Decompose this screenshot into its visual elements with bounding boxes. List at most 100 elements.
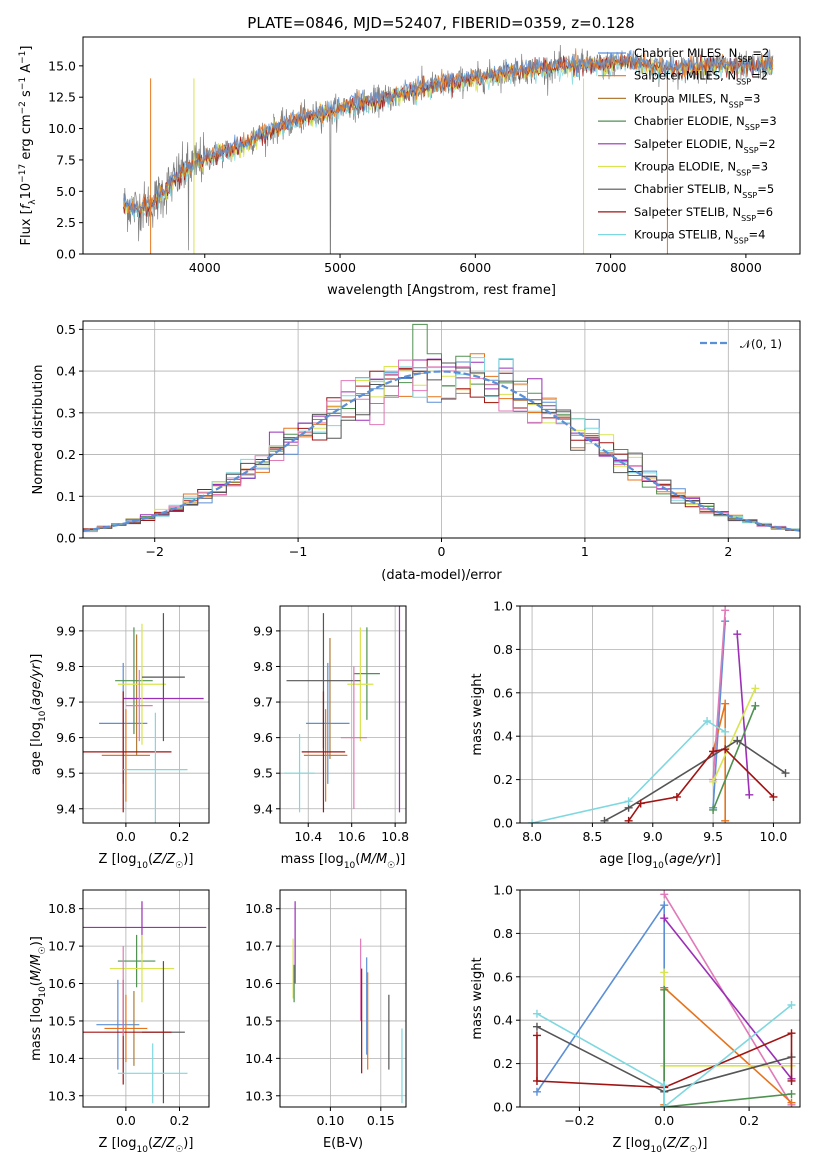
plus-marker [532,1031,541,1040]
error-bar-point [117,934,156,988]
y-tick-label: 10.4 [245,1051,273,1066]
plus-marker [703,717,712,726]
gaussian-curve [83,370,800,532]
label-part: age/yr [29,662,44,705]
y-axis-label: mass [log10(M/M☉)] [29,936,48,1061]
label-part: ( [148,1136,153,1151]
legend-entry: Salpeter STELIB, NSSP=6 [598,205,773,222]
plus-marker [660,890,669,899]
y-tick-label: 9.5 [253,766,273,781]
label-part: s [19,90,34,101]
plus-marker [781,769,790,778]
x-tick-label: 0.2 [739,1113,759,1128]
legend-n: =2 [752,46,769,60]
plus-marker [751,684,760,693]
residual-legend: 𝒩(0, 1) [700,337,782,351]
label-part: )] [29,936,44,946]
axes-mass-weight-vs-z: −0.2 0.0 0.2 0.0 0.2 0.4 0.6 0.8 1.0 Z [log10(Z/Z… [470,883,801,1155]
x-axis-label: mass [log10(M/M☉)] [281,852,406,871]
legend-entry: Salpeter MILES, NSSP=2 [598,69,768,86]
mass-weight-line [663,972,792,1067]
label-part: )] [697,1136,707,1151]
legend-label: Chabrier MILES, NSSP=2 [634,46,769,64]
label-part: Z [log [99,1136,137,1151]
plus-marker [660,1103,669,1107]
error-bar-point [125,670,153,742]
label-part: 10 [344,861,356,871]
x-tick-label: 6000 [459,260,491,275]
legend-entry: Kroupa MILES, NSSP=3 [598,91,760,109]
x-tick-label: 9.5 [703,829,723,844]
plus-marker [721,816,730,823]
y-tick-label: 7.5 [56,152,76,167]
label-part: λ [28,199,38,205]
x-tick-label: 0.10 [316,1113,344,1128]
y-tick-label: 9.7 [56,695,76,710]
legend-sub: SSP [742,191,757,200]
error-bar-point [306,662,350,784]
legend-n: =3 [744,91,761,105]
plus-marker [787,1076,796,1085]
label-part: M/M [360,852,387,867]
y-tick-label: 10.8 [245,901,273,916]
error-bar-point [96,979,140,1070]
plus-marker [532,1076,541,1085]
plus-marker [787,1098,796,1107]
plus-marker [721,727,730,736]
error-bar-point [353,627,380,720]
legend-n: =2 [751,69,768,83]
label-part: 10 [38,710,48,722]
plot-area-mass-weight-vs-z [532,890,796,1107]
legend-n: =3 [760,114,777,128]
y-tick-label: 10.3 [48,1088,76,1103]
x-axis-label: wavelength [Angstrom, rest frame] [327,283,556,298]
label-part: 10 [136,861,148,871]
mass-weight-line [627,748,774,822]
axes-mass-weight-vs-age: 8.0 8.5 9.0 9.5 10.0 0.0 0.2 0.4 0.6 0.8 1.0 age [l… [470,599,801,871]
mass-weight-line [531,719,726,823]
axes-age-vs-z: 0.0 0.29.49.59.69.79.89.9Z [log10(Z/Z☉)]a… [29,605,210,871]
plus-marker [709,747,718,756]
y-tick-label: 10.4 [48,1051,76,1066]
error-bar-point [303,709,348,802]
y-tick-label: 9.8 [253,659,273,674]
plus-marker [672,792,681,801]
label-part: ( [662,1136,667,1151]
x-tick-label: 0.2 [170,829,190,844]
legend-label: Chabrier ELODIE, NSSP=3 [634,114,777,132]
y-tick-label: 10.6 [48,976,76,991]
figure-title: PLATE=0846, MJD=52407, FIBERID=0359, z=0… [247,14,634,32]
legend-entry: Chabrier STELIB, NSSP=5 [598,182,774,200]
y-axis-label: mass weight [470,957,485,1039]
error-bar-point [284,734,315,813]
label-part: mass [log [29,998,44,1061]
x-axis-label: age [log10(age/yr)] [599,852,721,871]
y-tick-label: 0.4 [493,1013,513,1028]
y-tick-label: 0.2 [493,772,513,787]
legend-sub: SSP [745,123,760,132]
x-tick-label: 9.0 [643,829,663,844]
label-part: )] [711,852,721,867]
x-tick-label: 7000 [595,260,627,275]
x-tick-label: 4000 [189,260,221,275]
axes-mass-vs-ebv: 0.10 0.15 10.3 10.4 10.5 10.6 10.7 10.8 E(B-V) [245,889,407,1151]
x-tick-label: 10.6 [338,829,366,844]
y-tick-label: 15.0 [48,58,76,73]
y-tick-label: 0.8 [493,926,513,941]
label-part: erg cm [19,114,34,163]
label-part: ( [29,706,44,711]
spectrum-legend: Chabrier MILES, NSSP=2 Salpeter MILES, NS… [598,46,777,245]
label-part: )] [183,852,193,867]
x-tick-label: 0.15 [367,1113,395,1128]
x-tick-label: −2 [145,544,163,559]
plus-marker [600,816,609,823]
plus-marker [636,799,645,808]
y-tick-label: 0.2 [56,447,76,462]
axes-frame [519,605,801,824]
plot-area-spectrum [123,44,774,254]
plus-marker [745,790,754,799]
y-tick-label: 5.0 [56,184,76,199]
x-axis-label: E(B-V) [323,1136,363,1151]
plot-area-age-vs-mass [284,606,401,813]
legend-sub: SSP [736,168,751,177]
